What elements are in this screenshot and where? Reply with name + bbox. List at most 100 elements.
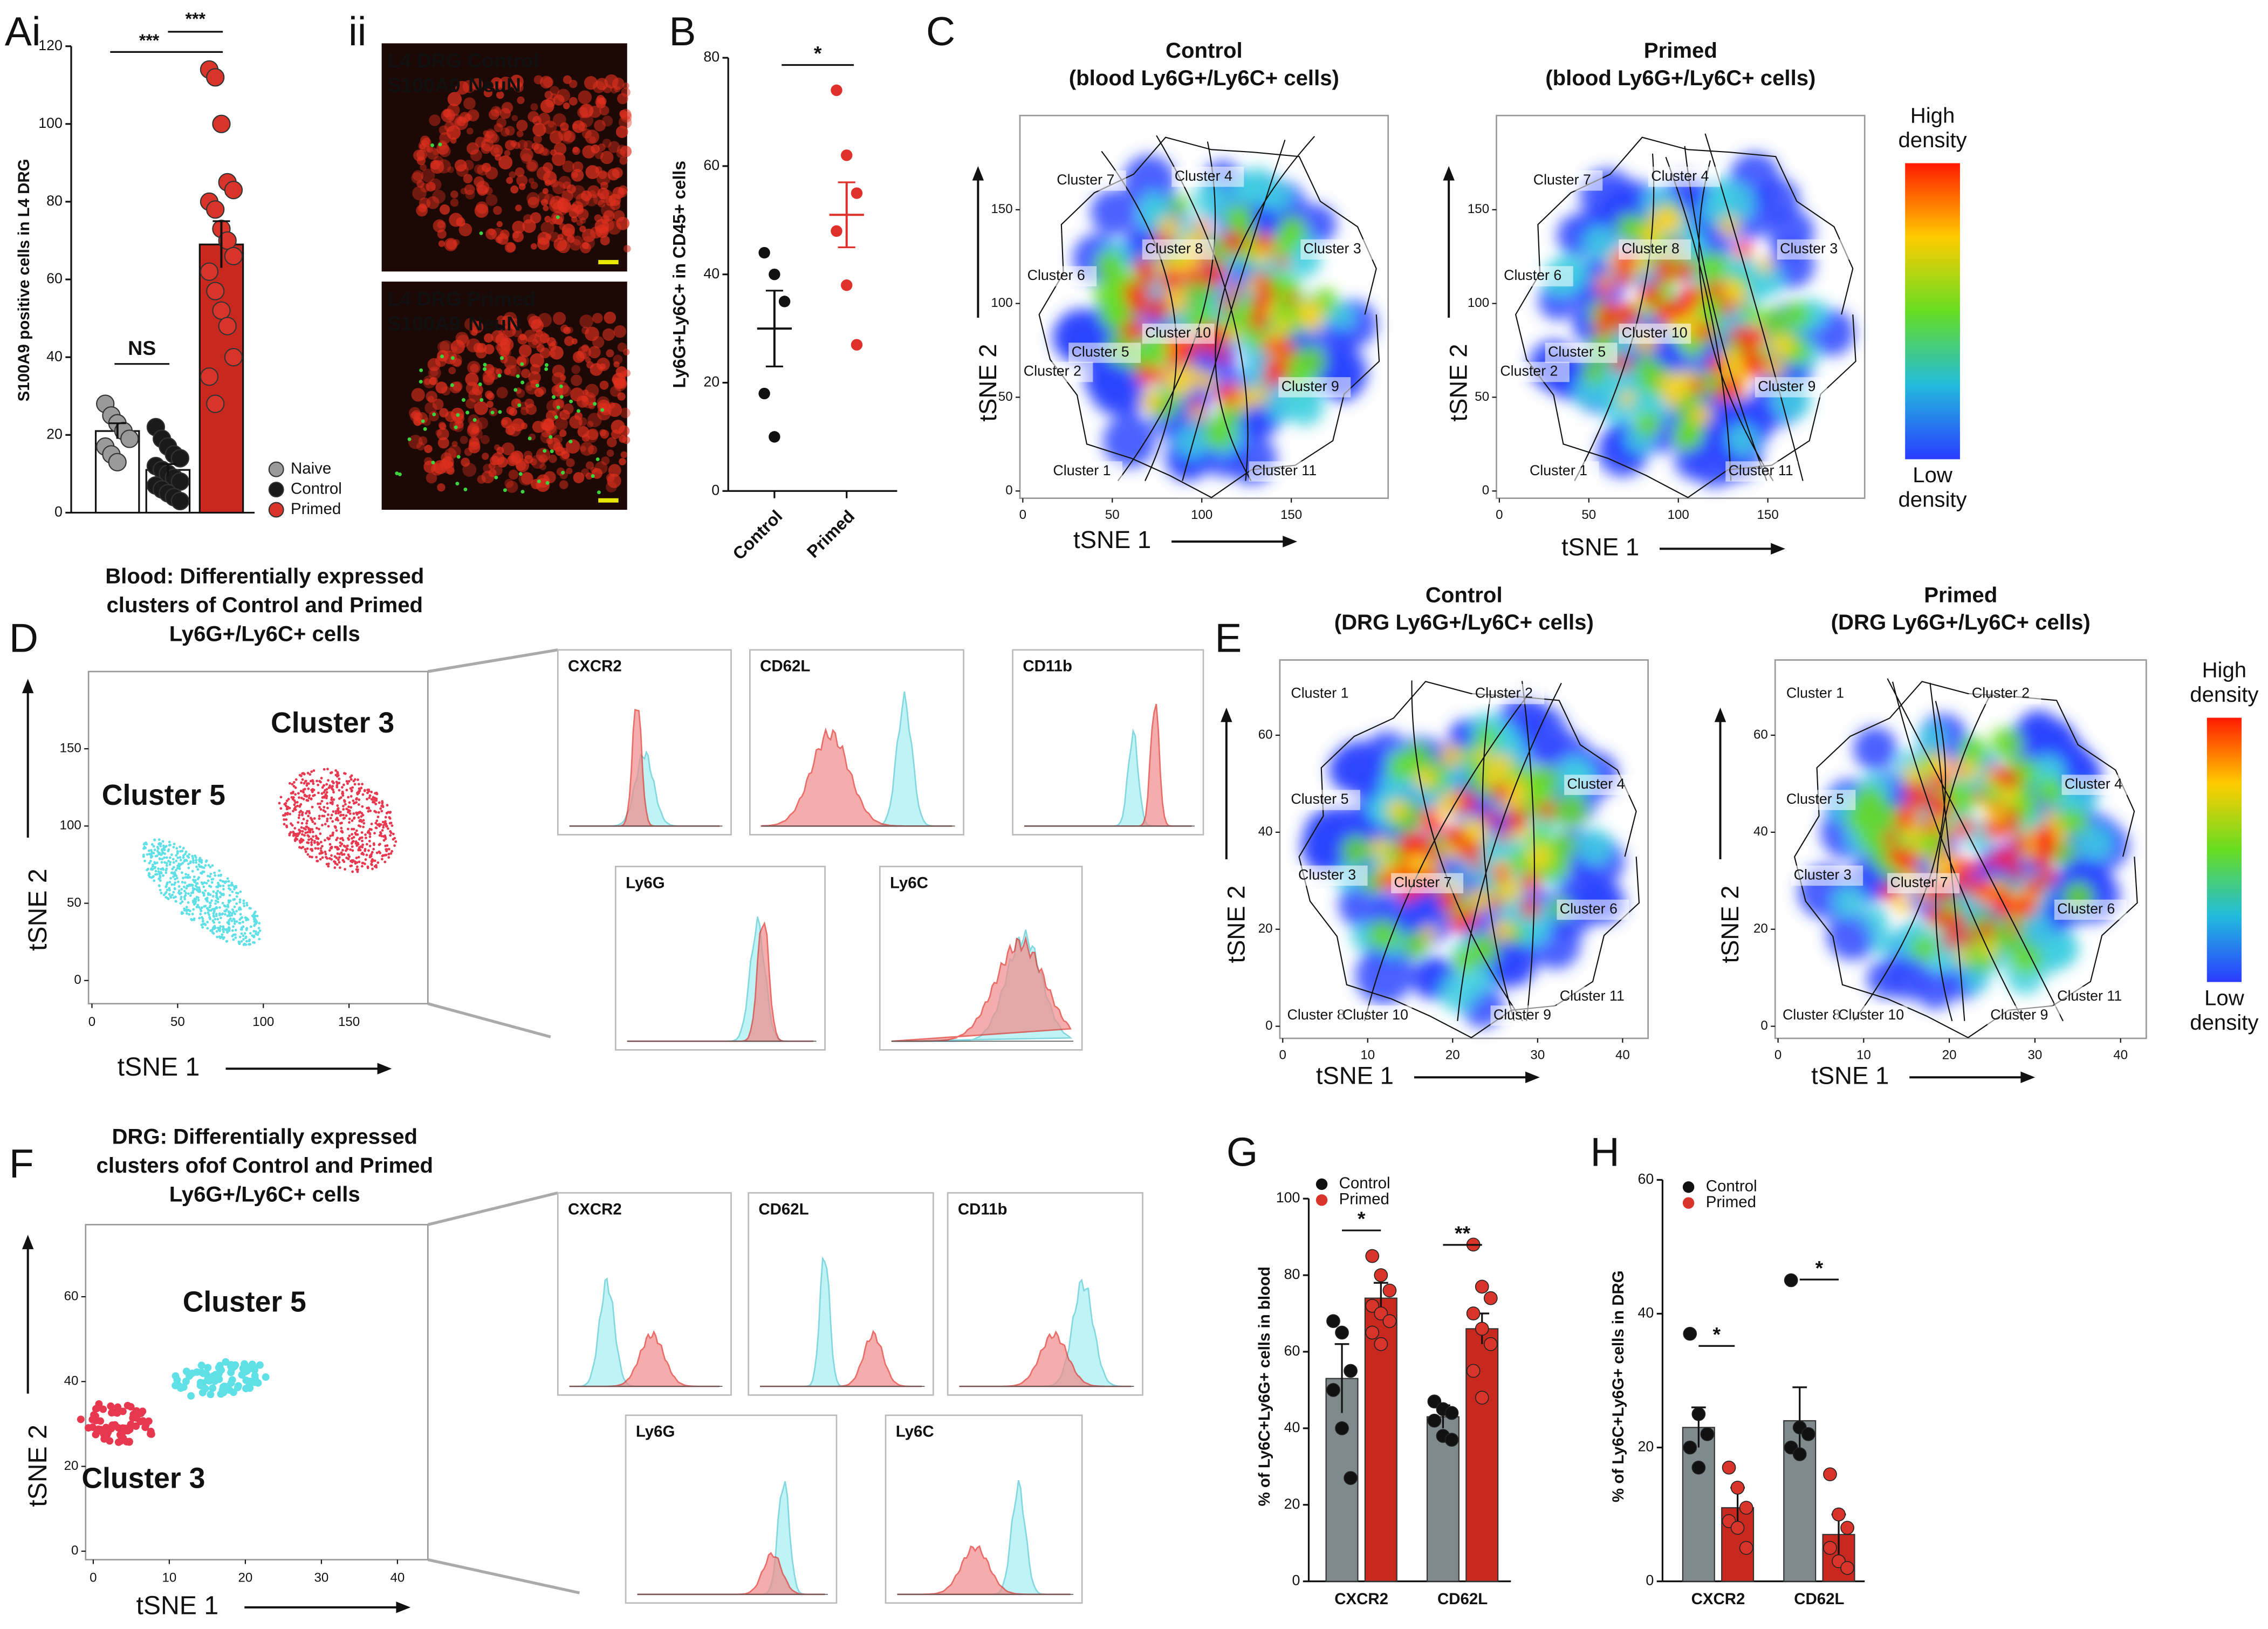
cell-point [234,922,236,925]
cell-point [205,882,208,885]
cell-point [283,823,286,826]
neuron [572,161,583,172]
cluster-label: Cluster 7 [1890,874,1948,890]
neuron [437,229,447,238]
cell-point [380,810,383,812]
cell-point [241,1360,248,1368]
cell-point [165,885,168,887]
cell-point [182,856,185,859]
neuron [467,338,481,352]
s100a9-cell [450,384,454,387]
cell-point [226,931,229,934]
cell-point [150,876,153,879]
cell-point [371,867,374,870]
cell-point [336,804,339,807]
cell-point [356,866,359,868]
cell-point [292,796,295,799]
cell-point [289,832,291,835]
cell-point [371,864,373,866]
cell-point [235,1382,242,1390]
cell-point [298,817,300,819]
density-blob [1147,297,1169,319]
cell-point [306,810,309,813]
cell-point [172,1372,180,1380]
cell-point [326,807,329,810]
cell-point [161,867,164,870]
cell-point [295,834,298,837]
neuron [447,104,460,117]
density-blob [1690,378,1705,393]
neuron [453,239,460,245]
neuron [469,438,481,450]
density-blob [1894,896,1913,914]
neuron [594,214,602,222]
data-point [225,248,242,265]
cell-point [318,806,321,809]
cell-point [167,898,170,900]
cell-point [255,933,257,935]
annotation: * [814,42,822,65]
cell-point [245,940,248,943]
neuron [619,458,626,466]
data-point [1723,1461,1736,1474]
cell-point [147,1428,155,1435]
cell-point [230,914,233,916]
plot-title: (DRG Ly6G+/Ly6C+ cells) [1334,610,1594,634]
data-point [213,115,230,133]
cell-point [351,842,353,845]
cell-point [361,852,364,854]
cell-point [304,828,307,831]
cell-point [311,788,314,791]
cell-point [307,788,310,790]
y-tick-label: 40 [1638,1305,1654,1321]
neuron [581,394,595,408]
cell-point [174,888,176,891]
cell-point [206,896,209,899]
cell-point [311,791,314,793]
y-tick-label: 150 [1468,202,1489,216]
neuron [467,361,481,374]
cell-point [167,860,170,863]
neuron [578,91,592,104]
panel-title: clusters ofof Control and Primed [97,1153,433,1178]
cluster-label: Cluster 10 [1622,325,1688,341]
cell-point [301,813,304,816]
panel-title: clusters of Control and Primed [106,593,423,617]
cell-point [222,902,224,905]
cell-point [348,821,351,824]
cell-point [186,906,188,908]
neuron [563,181,571,189]
cell-point [305,851,307,853]
neuron [606,349,614,357]
cell-point [210,885,213,888]
cell-point [358,798,360,801]
cell-point [221,933,223,936]
s100a9-cell [593,402,597,406]
neuron [510,186,518,194]
density-blob [1993,899,2010,915]
cell-point [161,849,163,852]
x-tick-label: 10 [1360,1048,1375,1062]
cell-point [338,778,340,781]
data-point [1683,1327,1696,1340]
cell-point [189,909,191,912]
density-blob [1990,727,2023,760]
s100a9-cell [519,472,523,476]
cell-point [350,806,352,809]
cell-point [340,814,342,817]
cell-point [157,870,160,873]
cell-point [327,813,330,816]
cell-point [387,856,390,859]
cell-point [279,807,282,810]
x-tick-label: 150 [1280,508,1302,522]
neuron [516,175,527,186]
neuron [616,149,626,158]
density-blob [1635,412,1661,437]
cell-point [228,1363,236,1370]
data-point [201,263,218,280]
cell-point [364,863,366,865]
cell-point [242,938,245,941]
neuron [504,479,513,488]
cell-point [229,894,231,896]
cell-point [307,772,310,775]
